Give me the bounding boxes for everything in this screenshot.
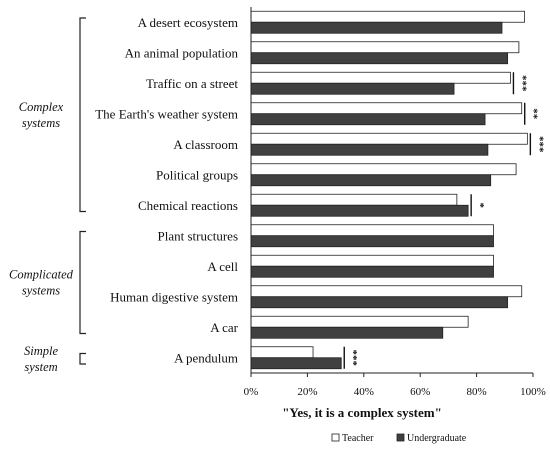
category-label: Chemical reactions <box>138 198 238 213</box>
x-tick-label: 60% <box>410 386 430 398</box>
plot-area <box>250 7 528 373</box>
bar-teacher-plant-structures <box>250 224 494 237</box>
legend-swatch-undergraduate <box>396 433 405 442</box>
bar-undergraduate-a-car <box>250 326 444 339</box>
bar-teacher-a-pendulum <box>250 346 314 359</box>
category-label: Political groups <box>156 167 238 182</box>
bar-undergraduate-the-earth-s-weather-system <box>250 113 486 126</box>
category-label: Traffic on a street <box>146 76 238 91</box>
category-labels: A desert ecosystem An animal population Tr… <box>95 15 238 366</box>
bar-undergraduate-traffic-on-a-street <box>250 82 455 95</box>
group-label: Complicated <box>9 268 74 282</box>
category-label: A car <box>210 320 238 335</box>
bar-teacher-a-classroom <box>250 132 528 145</box>
bar-undergraduate-a-desert-ecosystem <box>250 21 503 34</box>
group-brackets: Complex systems Complicated systems Simple sy… <box>9 17 86 374</box>
category-label: A classroom <box>173 137 238 152</box>
group-bracket <box>79 352 86 365</box>
bar-teacher-an-animal-population <box>250 41 520 54</box>
category-label: A desert ecosystem <box>138 15 238 30</box>
legend-swatch-teacher <box>331 433 340 442</box>
bar-undergraduate-political-groups <box>250 174 492 187</box>
significance-marks: ************ <box>343 72 545 369</box>
group-label: Simple <box>24 344 58 358</box>
group-label: Complex <box>19 100 64 114</box>
x-tick-label: 0% <box>244 386 259 398</box>
group-bracket <box>79 230 86 335</box>
x-tick-label: 20% <box>297 386 317 398</box>
significance-label: *** <box>347 350 359 367</box>
bar-teacher-traffic-on-a-street <box>250 71 511 84</box>
group-label: systems <box>22 116 60 130</box>
bar-teacher-a-desert-ecosystem <box>250 10 525 23</box>
x-tick-label: 100% <box>520 386 546 398</box>
category-label: Plant structures <box>157 228 238 243</box>
bar-undergraduate-human-digestive-system <box>250 296 509 309</box>
bar-teacher-human-digestive-system <box>250 285 523 298</box>
bar-teacher-political-groups <box>250 163 517 176</box>
x-tick-label: 40% <box>354 386 374 398</box>
category-label: Human digestive system <box>110 289 238 304</box>
bar-undergraduate-a-classroom <box>250 143 489 156</box>
category-label: A pendulum <box>174 350 238 365</box>
category-label: An animal population <box>125 45 239 60</box>
bar-teacher-a-car <box>250 315 469 328</box>
bar-teacher-a-cell <box>250 254 494 267</box>
legend-label-teacher: Teacher <box>342 433 374 444</box>
significance-label: *** <box>516 75 528 92</box>
bar-teacher-the-earth-s-weather-system <box>250 102 523 115</box>
x-axis: 0% 20% 40% 60% 80% 100% <box>244 372 546 398</box>
legend-label-undergraduate: Undergraduate <box>407 433 467 444</box>
bar-undergraduate-a-pendulum <box>250 357 342 370</box>
significance-label: *** <box>533 136 545 153</box>
group-label: systems <box>22 284 60 298</box>
significance-label: ** <box>528 108 540 120</box>
category-label: The Earth's weather system <box>95 106 238 121</box>
bar-undergraduate-an-animal-population <box>250 52 509 65</box>
group-bracket <box>79 17 86 213</box>
group-label: system <box>24 360 57 374</box>
legend: Teacher Undergraduate <box>331 433 467 444</box>
bar-teacher-chemical-reactions <box>250 193 458 206</box>
bar-undergraduate-a-cell <box>250 265 494 278</box>
significance-label: * <box>474 203 486 209</box>
bar-undergraduate-chemical-reactions <box>250 204 469 217</box>
bar-undergraduate-plant-structures <box>250 235 494 248</box>
x-axis-label: "Yes, it is a complex system" <box>282 405 442 420</box>
category-label: A cell <box>207 259 238 274</box>
x-tick-label: 80% <box>467 386 487 398</box>
